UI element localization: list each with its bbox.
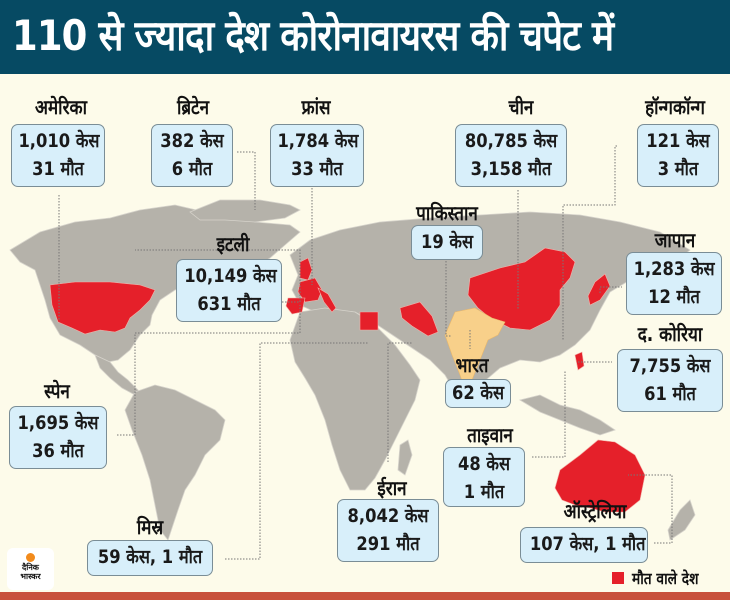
leader-italy [135,249,301,303]
country-label-uk: ब्रिटेन [176,95,210,119]
south-korea-region [574,351,585,371]
cases-text: 1,784 केस [277,130,359,152]
madagascar [397,439,413,476]
leader-pakistan [445,258,452,337]
greenland [189,199,301,223]
country-label-italy: इटली [216,232,250,256]
spain-region [285,297,306,315]
stat-box-taiwan: 48 केस 1 मौत [443,447,525,507]
country-label-spain: स्पेन [44,379,70,403]
leader-japan [599,286,622,293]
sun-dot-icon [26,553,35,562]
iran-region [399,301,439,337]
leader-iran [387,342,412,462]
stat-box-australia: 107 केस, 1 मौत [520,527,648,563]
deaths-text: 12 मौत [648,286,700,308]
stat-box-spain: 1,695 केस 36 मौत [9,406,107,469]
country-label-australia: ऑस्ट्रेलिया [563,499,627,523]
cases-deaths-text: 107 केस, 1 मौत [529,533,646,555]
cases-text: 1,010 केस [18,130,100,152]
deaths-text: 1 मौत [463,481,505,503]
deaths-text: 31 मौत [32,158,84,180]
france-region [297,277,323,303]
country-label-usa: अमेरिका [35,95,87,119]
country-label-japan: जापान [654,228,696,252]
dainik-bhaskar-logo: दैनिक भास्कर [7,548,54,590]
country-label-pakistan: पाकिस्तान [416,201,478,225]
deaths-text: 631 मौत [197,293,261,315]
bottom-bar [0,592,730,600]
deaths-text: 6 मौत [171,158,213,180]
country-label-skorea: द. कोरिया [637,322,703,346]
deaths-text: 3 मौत [657,158,699,180]
deaths-text: 61 मौत [644,383,696,405]
legend-red-square-icon [612,572,624,584]
new-zealand [667,499,696,541]
leader-spain [117,305,301,436]
country-label-hongkong: हॉन्गकॉन्ग [645,95,705,119]
cases-text: 19 केस [420,231,474,253]
stat-box-pakistan: 19 केस [411,225,483,260]
stat-box-iran: 8,042 केस 291 मौत [337,499,439,562]
stat-box-egypt: 59 केस, 1 मौत [87,540,213,576]
cases-text: 8,042 केस [347,505,429,527]
central-america [94,354,141,396]
deaths-text: 291 मौत [356,533,420,555]
cases-text: 121 केस [646,130,710,152]
indonesia-islands [518,394,616,436]
country-label-india: भारत [455,353,489,377]
leader-uk [237,151,256,210]
cases-text: 382 केस [160,130,224,152]
cases-text: 80,785 केस [464,130,558,152]
egypt-region [359,311,379,331]
cases-deaths-text: 59 केस, 1 मौत [97,546,203,568]
stat-box-india: 62 केस [445,379,511,408]
country-label-france: फ्रांस [301,95,331,119]
leader-australia [628,474,673,544]
stat-box-hongkong: 121 केस 3 मौत [637,124,719,187]
stat-box-japan: 1,283 केस 12 मौत [626,252,722,315]
cases-text: 48 केस [457,453,511,475]
title-bar: 110 से ज्यादा देश कोरोनावायरस की चपेट मे… [0,0,730,74]
stat-box-china: 80,785 केस 3,158 मौत [455,124,567,187]
world-map [9,145,696,560]
stat-box-italy: 10,149 केस 631 मौत [176,259,282,322]
usa-region [49,281,156,335]
uk-region [299,257,313,281]
leader-taiwan [532,370,566,458]
stat-box-uk: 382 केस 6 मौत [151,124,233,187]
stat-box-skorea: 7,755 केस 61 मौत [617,349,723,412]
deaths-text: 36 मौत [32,440,84,462]
australia-region [554,439,646,513]
country-label-iran: ईरान [377,476,407,500]
cases-text: 1,283 केस [633,258,715,280]
south-america-landmass [124,384,226,541]
legend: मौत वाले देश [612,567,709,589]
cases-text: 7,755 केस [629,355,711,377]
leader-hongkong [562,145,617,340]
italy-region [317,287,337,313]
page-title: 110 से ज्यादा देश कोरोनावायरस की चपेट मे… [12,11,614,60]
cases-text: 10,149 केस [184,265,277,287]
stat-box-france: 1,784 केस 33 मौत [270,124,364,187]
country-label-china: चीन [508,95,534,119]
country-label-egypt: मिस्र [136,515,164,539]
india-region [444,307,506,391]
cases-text: 1,695 केस [17,412,99,434]
deaths-text: 3,158 मौत [470,158,552,180]
stat-box-usa: 1,010 केस 31 मौत [11,124,105,187]
country-label-taiwan: ताइवान [467,423,513,447]
legend-label: मौत वाले देश [632,569,699,588]
deaths-text: 33 मौत [291,158,343,180]
cases-text: 62 केस [451,382,505,404]
japan-region [587,273,611,306]
